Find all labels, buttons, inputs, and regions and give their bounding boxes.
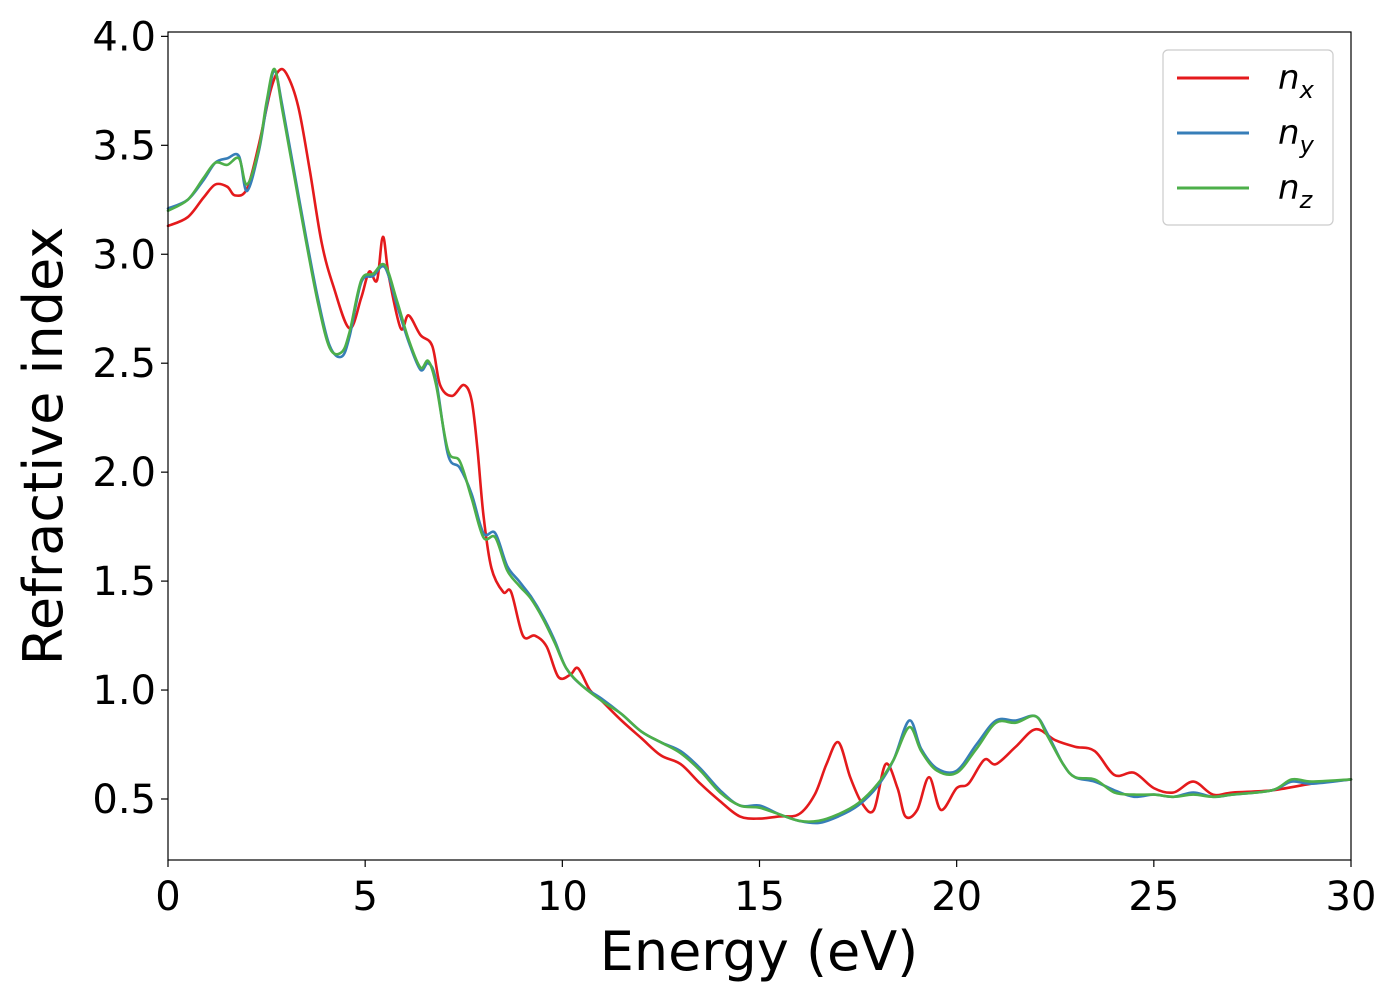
y-tick-label: 0.5 <box>92 777 156 823</box>
legend: nx ny nz <box>1162 49 1334 226</box>
y-tick-label: 4.0 <box>92 14 156 60</box>
x-axis-label: Energy (eV) <box>600 920 919 983</box>
y-tick-label: 3.5 <box>92 123 156 169</box>
legend-label-y: ny <box>1278 113 1315 159</box>
legend-label-z: nz <box>1278 168 1314 214</box>
x-tick-label: 20 <box>931 874 982 920</box>
y-tick-label: 1.5 <box>92 559 156 605</box>
y-tick-label: 2.0 <box>92 450 156 496</box>
y-axis-label: Refractive index <box>12 227 75 666</box>
y-tick-label: 3.0 <box>92 232 156 278</box>
legend-box <box>1162 49 1334 226</box>
series-layer <box>166 67 1353 825</box>
plot-background <box>168 32 1351 860</box>
x-tick-label: 15 <box>734 874 785 920</box>
x-tick-label: 30 <box>1326 874 1377 920</box>
series-line-z <box>166 67 1353 823</box>
x-tick-label: 5 <box>352 874 377 920</box>
x-tick-label: 0 <box>155 874 180 920</box>
y-tick-label: 2.5 <box>92 341 156 387</box>
y-axis: 0.5 1.0 1.5 2.0 2.5 3.0 3.5 4.0 <box>92 14 168 823</box>
x-tick-label: 10 <box>537 874 588 920</box>
y-tick-label: 1.0 <box>92 668 156 714</box>
x-tick-label: 25 <box>1128 874 1179 920</box>
x-axis: 0 5 10 15 20 25 30 <box>155 860 1376 920</box>
legend-label-x: nx <box>1278 58 1315 104</box>
